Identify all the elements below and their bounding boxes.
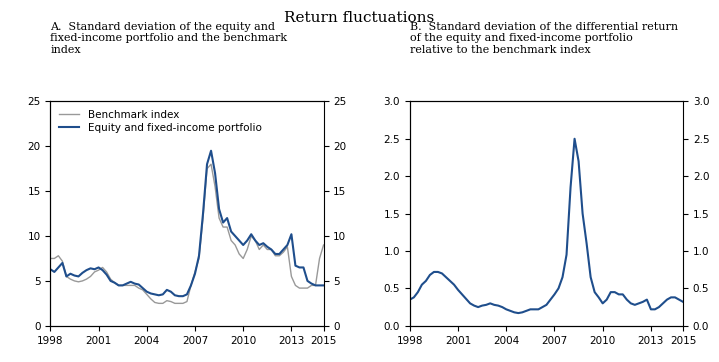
Equity and fixed-income portfolio	[99, 268, 107, 272]
Text: B.  Standard deviation of the differential return
of the equity and fixed-income: B. Standard deviation of the differentia…	[410, 22, 678, 55]
Equity and fixed-income portfolio	[175, 294, 183, 298]
Equity and fixed-income portfolio	[319, 283, 328, 287]
Equity and fixed-income portfolio	[90, 267, 99, 272]
Text: Return fluctuations: Return fluctuations	[285, 11, 434, 25]
Benchmark index	[315, 256, 324, 261]
Benchmark index	[211, 185, 219, 189]
Benchmark index	[66, 277, 75, 281]
Legend: Benchmark index, Equity and fixed-income portfolio: Benchmark index, Equity and fixed-income…	[55, 106, 265, 136]
Equity and fixed-income portfolio	[207, 148, 216, 153]
Equity and fixed-income portfolio	[315, 283, 324, 287]
Benchmark index	[46, 256, 55, 261]
Line: Equity and fixed-income portfolio: Equity and fixed-income portfolio	[50, 151, 324, 296]
Equity and fixed-income portfolio	[46, 267, 55, 272]
Benchmark index	[99, 265, 107, 270]
Benchmark index	[263, 247, 272, 252]
Benchmark index	[207, 162, 216, 167]
Text: A.  Standard deviation of the equity and
fixed-income portfolio and the benchmar: A. Standard deviation of the equity and …	[50, 22, 288, 55]
Equity and fixed-income portfolio	[66, 272, 75, 276]
Equity and fixed-income portfolio	[263, 245, 272, 249]
Line: Benchmark index: Benchmark index	[50, 164, 324, 303]
Benchmark index	[90, 270, 99, 274]
Equity and fixed-income portfolio	[211, 171, 219, 175]
Benchmark index	[319, 243, 328, 247]
Benchmark index	[155, 301, 163, 306]
